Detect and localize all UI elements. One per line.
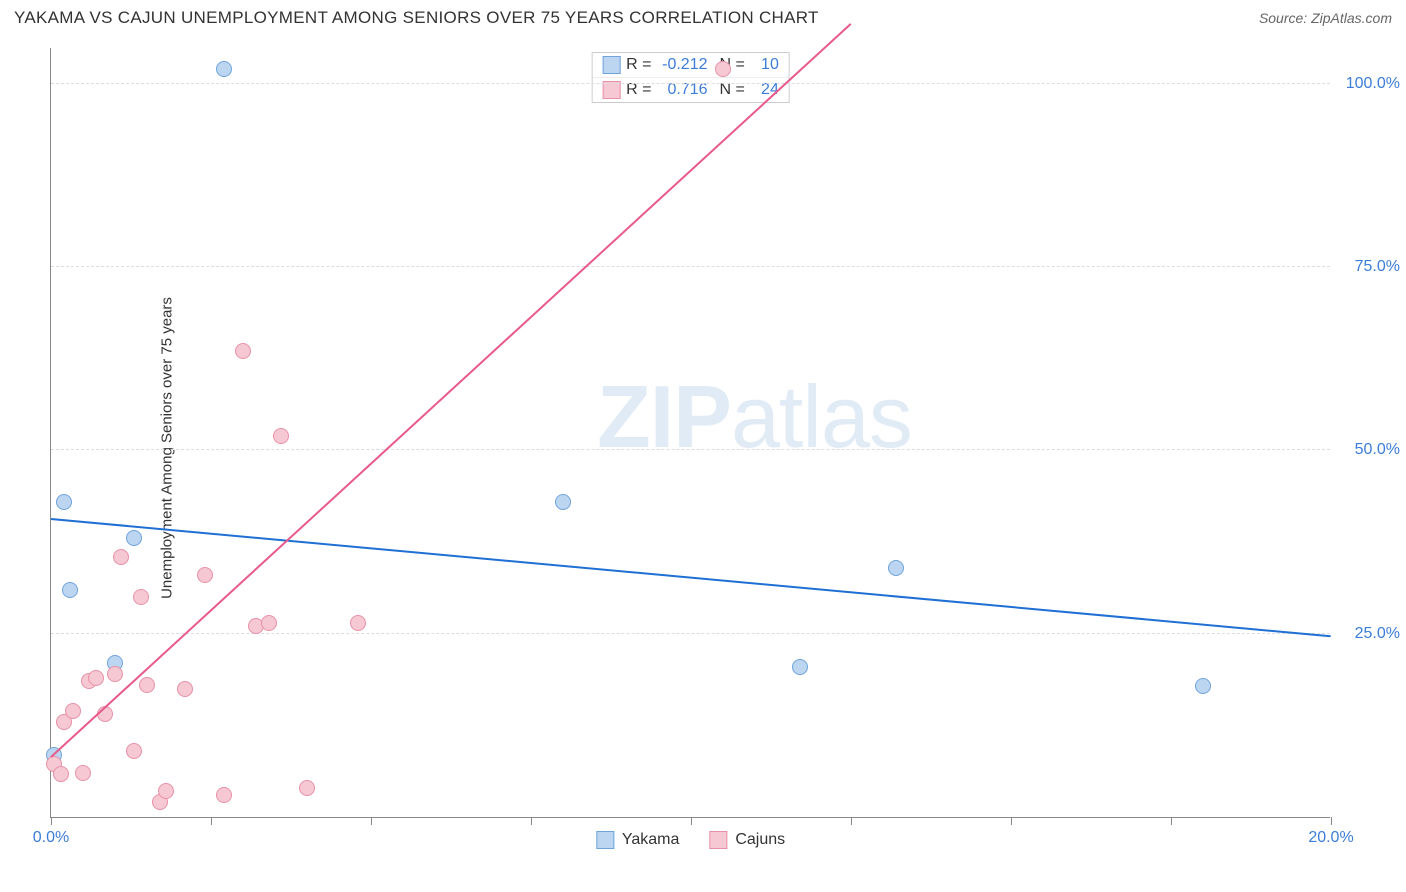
x-tick xyxy=(371,817,372,825)
x-tick xyxy=(211,817,212,825)
data-point xyxy=(158,783,174,799)
legend-label-cajuns: Cajuns xyxy=(735,831,785,849)
data-point xyxy=(97,706,113,722)
data-point xyxy=(1195,678,1211,694)
gridline xyxy=(51,633,1330,634)
swatch-cajuns xyxy=(602,81,620,99)
legend-label-yakama: Yakama xyxy=(622,831,680,849)
x-tick xyxy=(51,817,52,825)
chart-container: Unemployment Among Seniors over 75 years… xyxy=(50,48,1390,848)
gridline xyxy=(51,449,1330,450)
data-point xyxy=(126,530,142,546)
watermark: ZIPatlas xyxy=(597,366,912,468)
data-point xyxy=(62,582,78,598)
data-point xyxy=(261,615,277,631)
data-point xyxy=(350,615,366,631)
data-point xyxy=(53,766,69,782)
data-point xyxy=(65,703,81,719)
x-tick-label: 0.0% xyxy=(33,829,69,847)
data-point xyxy=(56,494,72,510)
data-point xyxy=(197,567,213,583)
r-label: R = xyxy=(626,56,651,74)
legend-item-yakama: Yakama xyxy=(596,831,680,849)
data-point xyxy=(888,560,904,576)
stats-row-yakama: R = -0.212 N = 10 xyxy=(592,53,789,77)
data-point xyxy=(792,659,808,675)
chart-header: YAKAMA VS CAJUN UNEMPLOYMENT AMONG SENIO… xyxy=(0,0,1406,32)
swatch-yakama xyxy=(602,56,620,74)
stats-row-cajuns: R = 0.716 N = 24 xyxy=(592,77,789,102)
data-point xyxy=(88,670,104,686)
r-value-yakama: -0.212 xyxy=(658,56,708,74)
x-tick xyxy=(1011,817,1012,825)
watermark-atlas: atlas xyxy=(731,367,912,466)
data-point xyxy=(555,494,571,510)
data-point xyxy=(113,549,129,565)
data-point xyxy=(126,743,142,759)
gridline xyxy=(51,83,1330,84)
data-point xyxy=(177,681,193,697)
data-point xyxy=(133,589,149,605)
y-tick-label: 75.0% xyxy=(1340,258,1400,276)
data-point xyxy=(75,765,91,781)
swatch-yakama xyxy=(596,831,614,849)
y-tick-label: 50.0% xyxy=(1340,441,1400,459)
n-value-yakama: 10 xyxy=(751,56,779,74)
swatch-cajuns xyxy=(709,831,727,849)
n-value-cajuns: 24 xyxy=(751,81,779,99)
data-point xyxy=(216,787,232,803)
x-tick xyxy=(691,817,692,825)
r-value-cajuns: 0.716 xyxy=(658,81,708,99)
watermark-zip: ZIP xyxy=(597,367,731,466)
x-tick-label: 20.0% xyxy=(1308,829,1353,847)
r-label: R = xyxy=(626,81,651,99)
x-tick xyxy=(851,817,852,825)
legend: Yakama Cajuns xyxy=(596,831,785,849)
data-point xyxy=(139,677,155,693)
data-point xyxy=(273,428,289,444)
trend-line xyxy=(50,23,851,758)
plot-area: ZIPatlas R = -0.212 N = 10 R = 0.716 N =… xyxy=(50,48,1330,818)
y-tick-label: 100.0% xyxy=(1340,75,1400,93)
y-tick-label: 25.0% xyxy=(1340,625,1400,643)
x-tick xyxy=(531,817,532,825)
x-tick xyxy=(1171,817,1172,825)
x-tick xyxy=(1331,817,1332,825)
n-label: N = xyxy=(720,81,745,99)
chart-title: YAKAMA VS CAJUN UNEMPLOYMENT AMONG SENIO… xyxy=(14,8,819,28)
stats-box: R = -0.212 N = 10 R = 0.716 N = 24 xyxy=(591,52,790,103)
legend-item-cajuns: Cajuns xyxy=(709,831,785,849)
data-point xyxy=(299,780,315,796)
data-point xyxy=(235,343,251,359)
source-attribution: Source: ZipAtlas.com xyxy=(1259,10,1392,26)
gridline xyxy=(51,266,1330,267)
trend-line xyxy=(51,518,1331,637)
data-point xyxy=(216,61,232,77)
data-point xyxy=(715,61,731,77)
data-point xyxy=(107,666,123,682)
